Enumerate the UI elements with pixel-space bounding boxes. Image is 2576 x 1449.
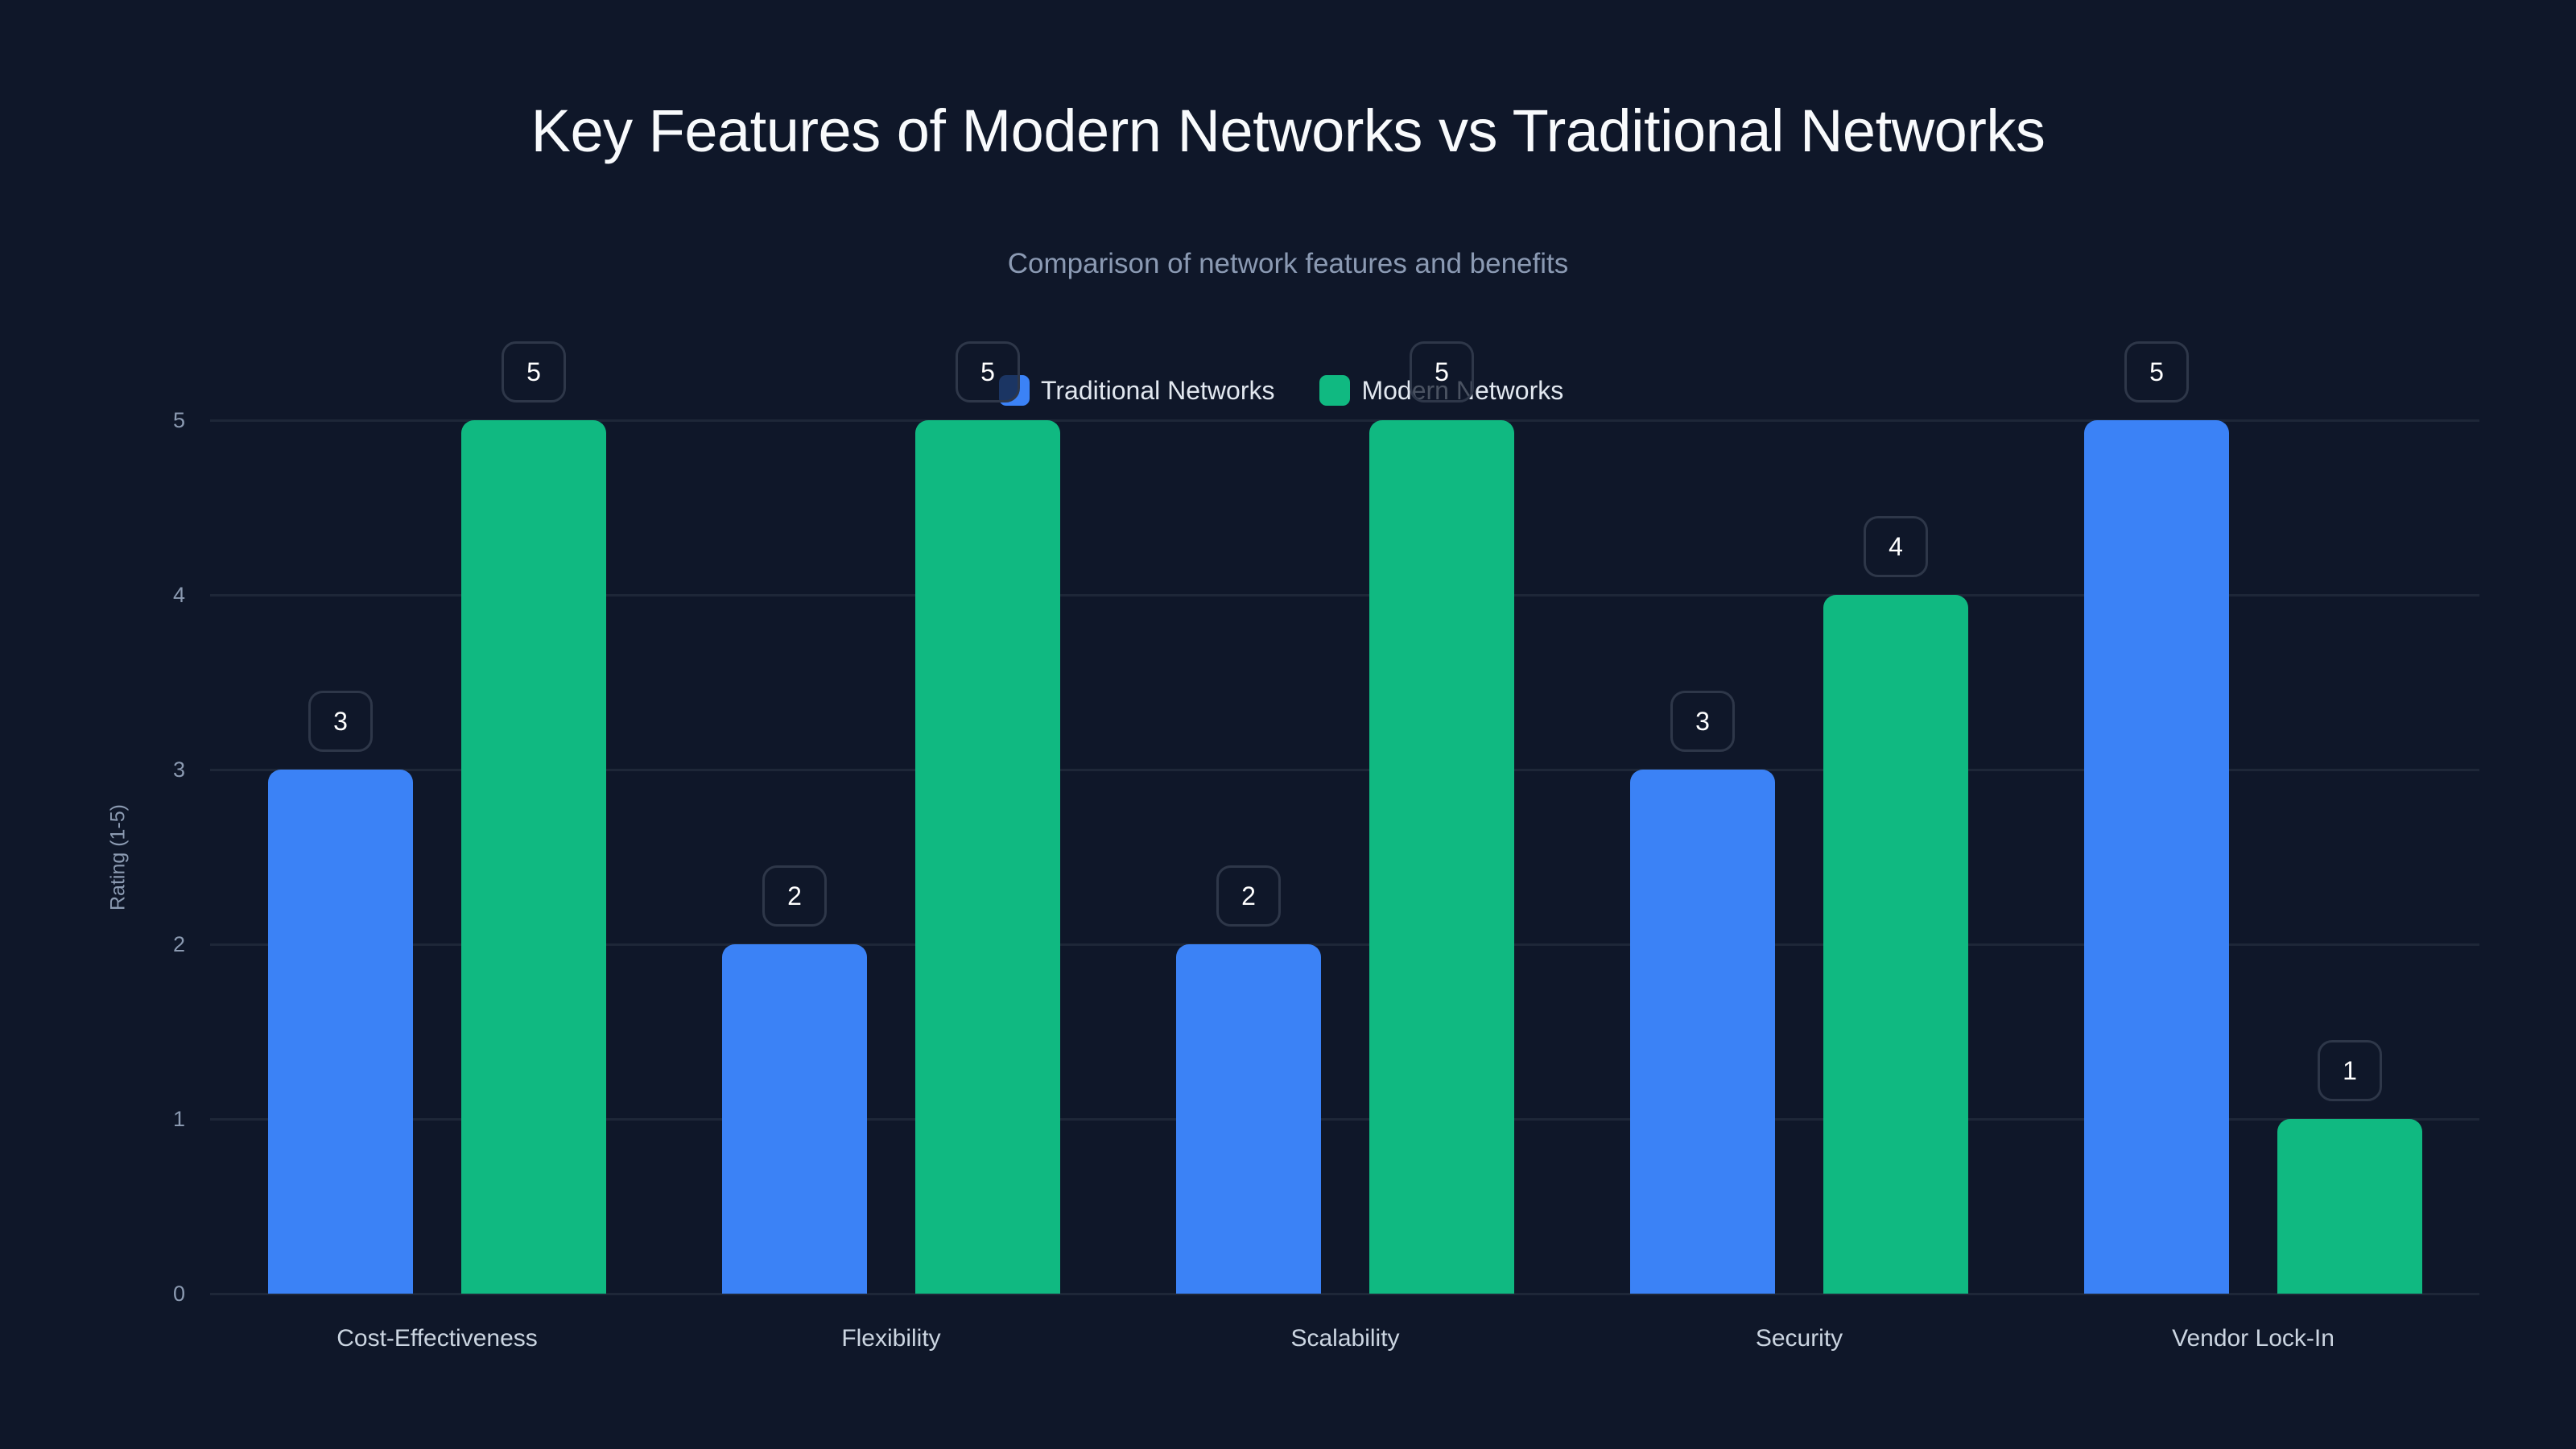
bar-modern[interactable] xyxy=(2277,1119,2422,1294)
y-tick-label-4: 4 xyxy=(172,583,185,607)
value-label: 5 xyxy=(2124,341,2189,402)
y-tick-label-1: 1 xyxy=(172,1107,185,1131)
y-axis-title: Rating (1-5) xyxy=(106,804,130,910)
legend-swatch-modern xyxy=(1319,375,1351,406)
bar-traditional[interactable] xyxy=(268,770,413,1294)
bar-traditional[interactable] xyxy=(722,944,867,1294)
value-label: 5 xyxy=(1410,341,1474,402)
chart-title: Key Features of Modern Networks vs Tradi… xyxy=(530,97,2046,164)
y-tick-label-5: 5 xyxy=(172,408,185,432)
value-label: 3 xyxy=(1670,691,1735,752)
legend-item-traditional[interactable]: Traditional Networks xyxy=(999,375,1274,406)
value-label: 5 xyxy=(502,341,566,402)
y-tick-label-3: 3 xyxy=(172,758,185,782)
gridline-1 xyxy=(210,1118,2479,1121)
gridline-2 xyxy=(210,943,2479,946)
value-label: 4 xyxy=(1864,516,1928,577)
value-label: 3 xyxy=(308,691,373,752)
x-tick-label: Cost-Effectiveness xyxy=(336,1325,538,1352)
value-label: 1 xyxy=(2318,1040,2382,1101)
gridline-5 xyxy=(210,419,2479,422)
value-label: 2 xyxy=(1216,865,1281,927)
legend: Traditional Networks Modern Networks xyxy=(999,372,1608,409)
legend-label-traditional: Traditional Networks xyxy=(1041,375,1275,405)
x-tick-label: Security xyxy=(1755,1325,1843,1352)
y-tick-label-2: 2 xyxy=(172,932,185,956)
x-tick-label: Vendor Lock-In xyxy=(2172,1325,2334,1352)
x-tick-label: Scalability xyxy=(1290,1325,1400,1352)
bar-modern[interactable] xyxy=(1369,420,1514,1294)
gridline-0 xyxy=(210,1293,2479,1295)
bar-traditional[interactable] xyxy=(1176,944,1321,1294)
value-label: 5 xyxy=(956,341,1020,402)
chart-subtitle: Comparison of network features and benef… xyxy=(1007,248,1569,279)
x-tick-label: Flexibility xyxy=(841,1325,941,1352)
bar-modern[interactable] xyxy=(461,420,606,1294)
value-label: 2 xyxy=(762,865,827,927)
y-tick-label-0: 0 xyxy=(172,1282,185,1306)
bar-modern[interactable] xyxy=(915,420,1060,1294)
gridline-4 xyxy=(210,594,2479,597)
bar-traditional[interactable] xyxy=(1630,770,1775,1294)
gridline-3 xyxy=(210,769,2479,771)
bar-traditional[interactable] xyxy=(2084,420,2229,1294)
bar-modern[interactable] xyxy=(1823,595,1968,1294)
